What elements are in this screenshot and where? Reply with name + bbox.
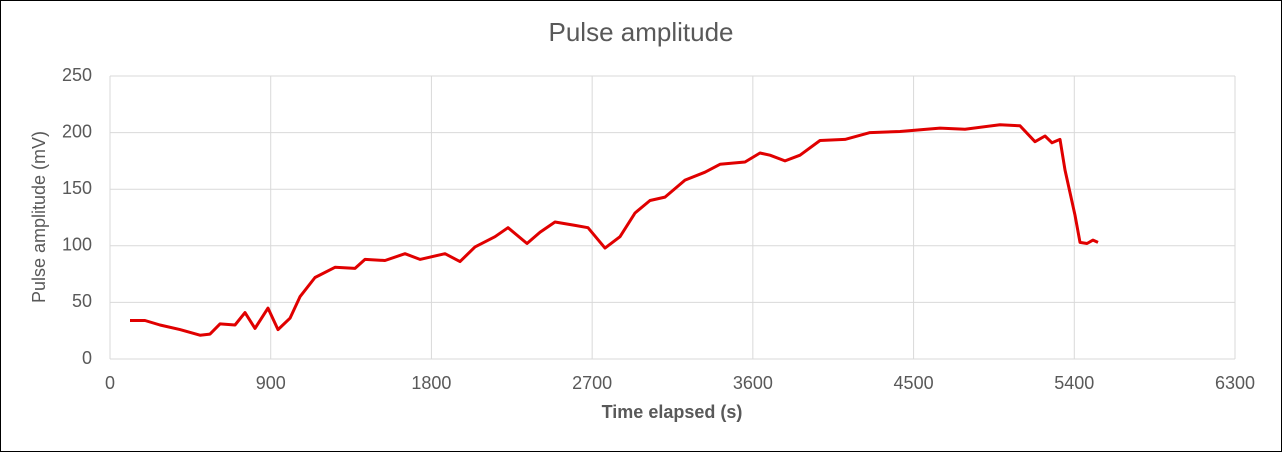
- y-tick-label: 50: [72, 291, 92, 311]
- y-tick-label: 0: [82, 348, 92, 368]
- y-tick-label: 200: [62, 121, 92, 141]
- x-axis-label: Time elapsed (s): [602, 402, 743, 422]
- data-line: [130, 123, 1099, 337]
- x-tick-label: 0: [105, 373, 115, 393]
- chart-title: Pulse amplitude: [549, 17, 734, 47]
- x-tick-label: 900: [256, 373, 286, 393]
- x-tick-label: 6300: [1215, 373, 1255, 393]
- y-tick-label: 100: [62, 235, 92, 255]
- y-axis-label: Pulse amplitude (mV): [29, 131, 49, 303]
- x-tick-label: 2700: [572, 373, 612, 393]
- x-tick-label: 5400: [1054, 373, 1094, 393]
- y-tick-label: 150: [62, 178, 92, 198]
- y-tick-label: 250: [62, 65, 92, 85]
- x-tick-label: 1800: [411, 373, 451, 393]
- x-tick-label: 3600: [733, 373, 773, 393]
- x-tick-label: 4500: [894, 373, 934, 393]
